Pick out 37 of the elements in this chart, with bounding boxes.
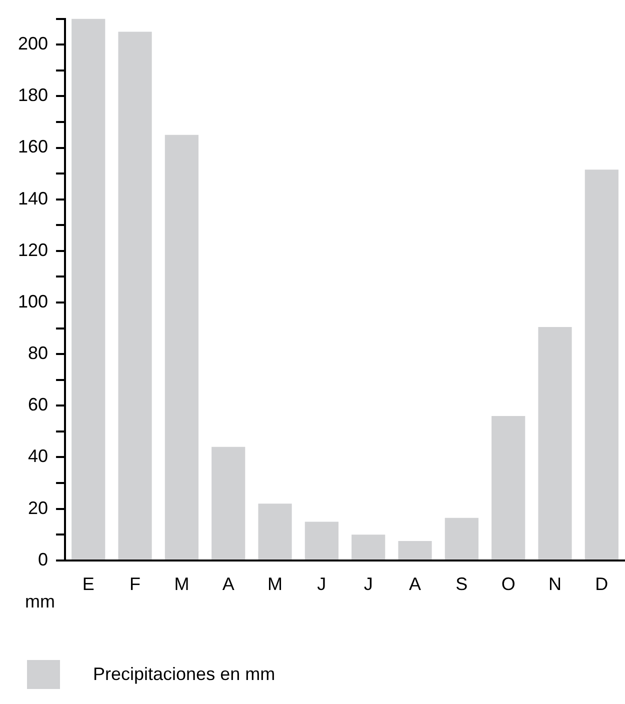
x-tick-label: S (456, 574, 468, 594)
x-tick-label: E (82, 574, 94, 594)
y-tick-label: 180 (18, 85, 48, 106)
x-tick-label: J (364, 574, 373, 594)
y-tick-label: 100 (18, 291, 48, 312)
y-tick-label: 140 (18, 188, 48, 208)
bar (538, 326, 572, 560)
x-tick-label: F (130, 574, 141, 594)
y-tick-label: 60 (28, 394, 48, 415)
x-tick-label: D (595, 574, 608, 594)
y-tick-label: 80 (28, 343, 48, 364)
x-tick-label: N (548, 574, 562, 594)
x-tick-label: A (409, 574, 422, 594)
bar (212, 446, 246, 560)
bar (164, 134, 198, 560)
y-tick-label: 200 (18, 34, 48, 54)
x-tick-label: M (268, 574, 283, 594)
y-tick-label: 40 (28, 446, 48, 466)
bar (492, 416, 526, 560)
x-tick-label: M (174, 574, 190, 594)
legend-label: Precipitaciones en mm (93, 664, 276, 685)
x-tick-label: J (317, 574, 326, 594)
y-tick-label: 20 (28, 498, 48, 518)
bar (584, 170, 618, 560)
y-axis-title: mm (25, 591, 56, 612)
y-tick-label: 120 (18, 240, 48, 260)
bar (398, 541, 432, 560)
y-tick-label: 160 (18, 136, 48, 157)
bar (444, 518, 478, 560)
y-tick-label: 0 (38, 549, 48, 570)
bar (118, 32, 152, 560)
bar (304, 522, 338, 560)
bar (352, 534, 386, 560)
bar (258, 504, 292, 560)
x-tick-label: A (222, 574, 234, 594)
bar (72, 18, 106, 560)
x-tick-label: O (501, 574, 516, 594)
